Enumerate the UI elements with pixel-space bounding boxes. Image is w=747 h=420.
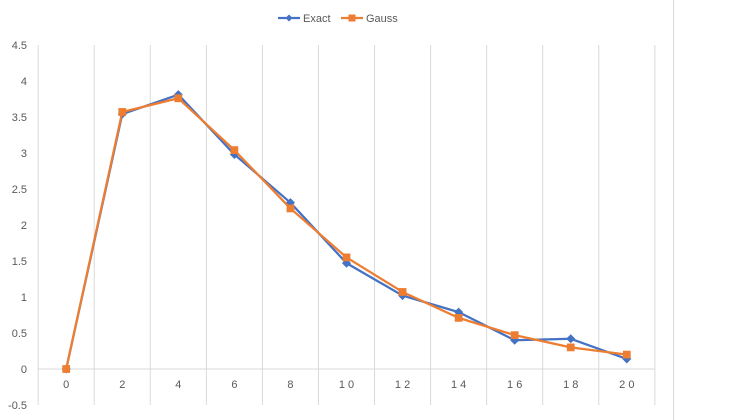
data-point-gauss — [342, 253, 351, 262]
x-tick-label: 1 4 — [451, 379, 466, 391]
x-tick-label: 0 — [63, 379, 69, 391]
gridlines — [37, 45, 656, 405]
data-point-gauss — [286, 204, 295, 213]
x-tick-label: 4 — [175, 379, 181, 391]
y-tick-label: 3.5 — [12, 112, 27, 124]
data-point-gauss — [230, 146, 239, 154]
y-tick-label: 0 — [21, 364, 27, 376]
data-point-gauss — [118, 108, 127, 116]
x-tick-label: 2 0 — [619, 379, 634, 391]
legend-marker-exact — [285, 14, 293, 22]
x-tick-label: 1 6 — [507, 379, 522, 391]
data-point-gauss — [510, 331, 519, 340]
y-tick-label: 2.5 — [12, 184, 27, 196]
legend-label-gauss: Gauss — [366, 13, 398, 25]
x-tick-label: 1 8 — [563, 379, 578, 391]
y-tick-label: -0.5 — [8, 400, 27, 412]
data-point-gauss — [454, 314, 463, 322]
x-axis: 0 2 4 6 8 1 0 1 2 1 4 1 6 1 8 2 0 — [38, 368, 655, 391]
data-point-exact — [566, 334, 576, 344]
x-tick-label: 8 — [287, 379, 293, 391]
y-axis: -0.5 0 0.5 1 1.5 2 2.5 3 3.5 4 4.5 — [8, 40, 27, 412]
x-tick-label: 1 2 — [395, 379, 410, 391]
data-point-gauss — [398, 288, 407, 296]
y-tick-label: 3 — [21, 148, 27, 160]
y-tick-label: 4.5 — [12, 40, 27, 52]
legend-label-exact: Exact — [303, 13, 331, 25]
x-tick-label: 2 — [119, 379, 125, 391]
series-layer — [61, 90, 632, 374]
y-tick-label: 4 — [21, 76, 27, 88]
data-point-gauss — [566, 343, 575, 352]
y-tick-label: 1 — [21, 292, 27, 304]
y-tick-label: 0.5 — [12, 328, 27, 340]
data-point-gauss — [622, 350, 631, 359]
legend-marker-gauss — [348, 14, 356, 22]
x-tick-label: 6 — [231, 379, 237, 391]
legend: Exact Gauss — [278, 13, 398, 25]
y-tick-label: 2 — [21, 220, 27, 232]
x-tick-label: 1 0 — [339, 379, 354, 391]
data-point-gauss — [174, 94, 183, 103]
data-point-gauss — [62, 365, 71, 373]
y-tick-label: 1.5 — [12, 256, 27, 268]
